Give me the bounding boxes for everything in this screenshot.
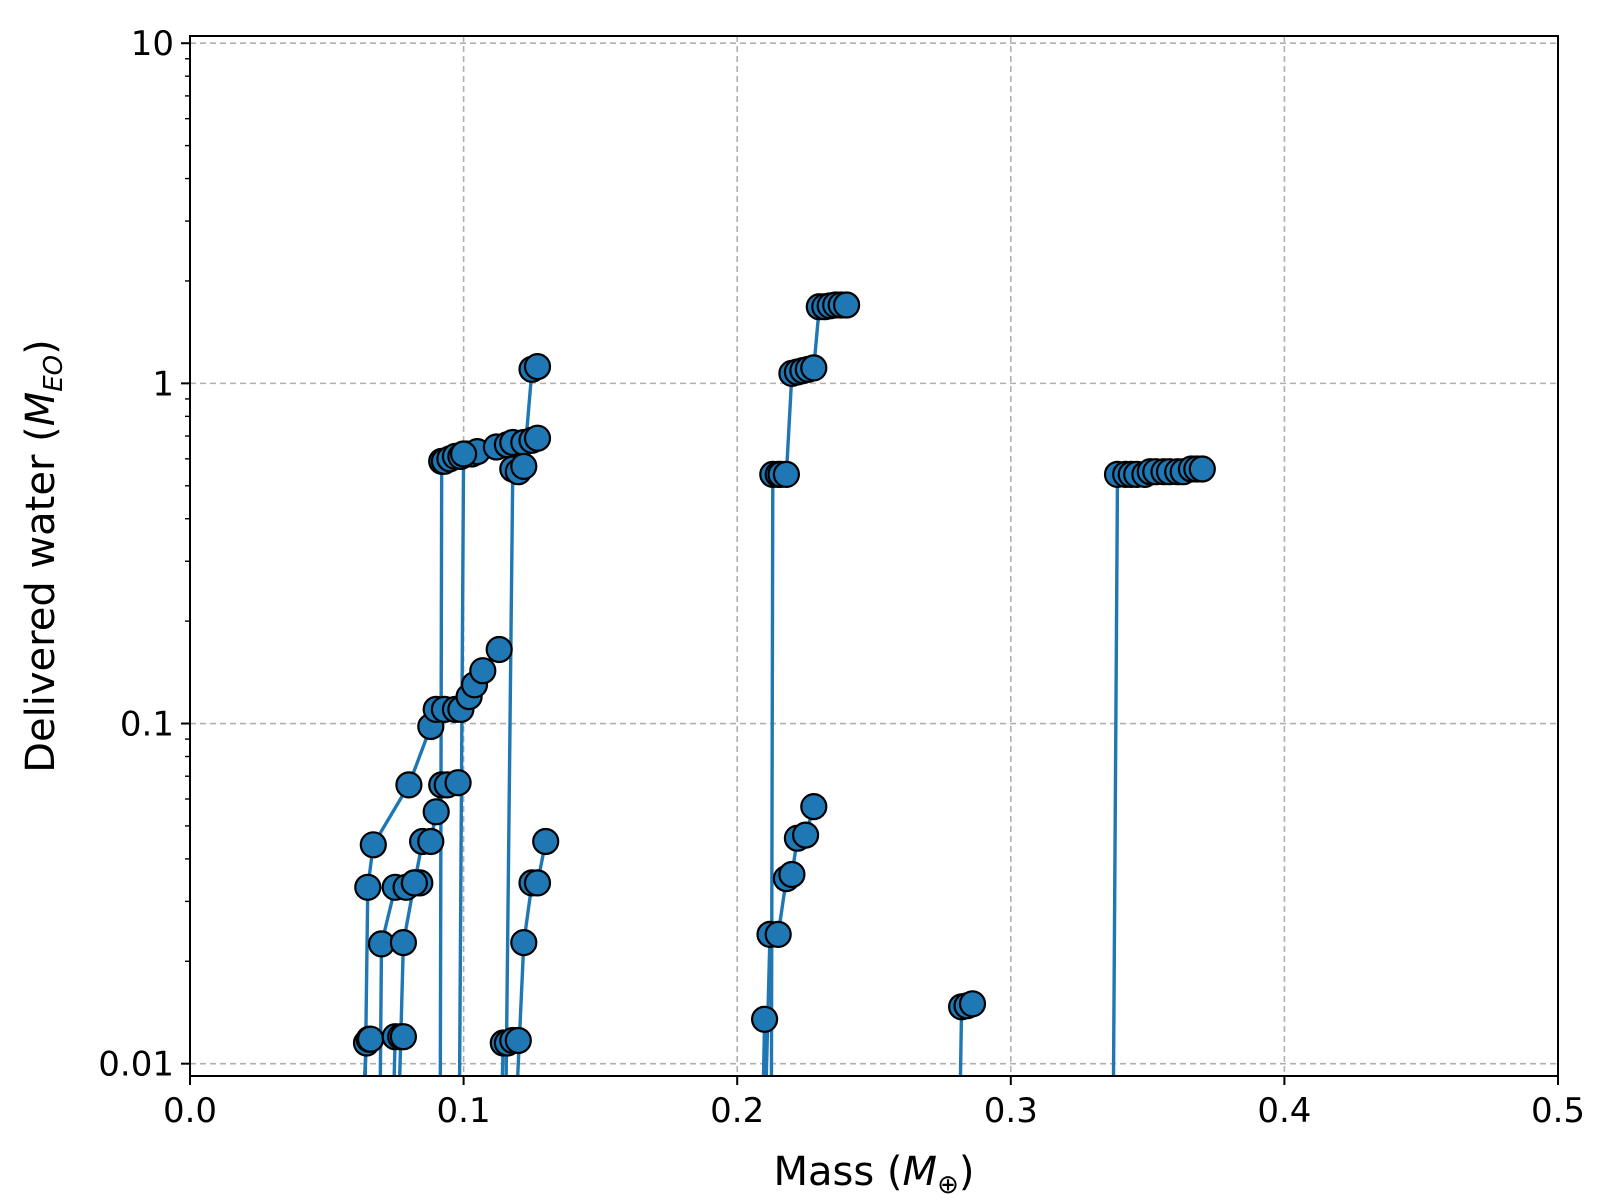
x-tick-label: 0.3 (984, 1091, 1038, 1131)
y-axis-title: Delivered water (MEO) (18, 339, 69, 773)
data-point (510, 928, 538, 957)
data-point (400, 869, 428, 897)
x-tick-label: 0.1 (437, 1091, 491, 1131)
data-point (389, 1023, 417, 1051)
x-axis-title: Mass (M⊕) (774, 1149, 975, 1200)
data-point (359, 831, 387, 859)
data-point (750, 1005, 779, 1033)
data-point (958, 990, 987, 1018)
data-point (800, 354, 828, 382)
plot-background (190, 36, 1558, 1076)
x-tick-label: 0.0 (163, 1091, 217, 1131)
x-tick-label: 0.4 (1257, 1091, 1311, 1131)
data-point (485, 635, 513, 664)
data-point (450, 440, 478, 468)
y-tick-label: 1 (152, 364, 174, 404)
x-axis-title-subscript: ⊕ (937, 1170, 959, 1200)
data-point (354, 873, 382, 901)
data-point (389, 928, 417, 957)
data-point (417, 827, 445, 856)
axis-ticks: 0.0 0.1 0.2 0.3 0.4 0.5 0.01 0.1 1 10 (98, 24, 1585, 1131)
data-point (800, 792, 828, 821)
data-point (523, 424, 552, 452)
y-tick-label: 0.1 (120, 705, 174, 745)
data-point (444, 769, 472, 797)
x-axis-title-text: Mass ( (774, 1149, 903, 1195)
data-point (510, 452, 538, 480)
data-point (791, 821, 820, 849)
y-tick-label: 0.01 (98, 1045, 174, 1085)
y-axis-title-subscript: EO (39, 355, 69, 392)
data-point (832, 291, 861, 319)
data-point (395, 771, 423, 799)
data-point (1188, 455, 1216, 483)
data-point (422, 798, 450, 826)
x-axis-title-end: ) (959, 1149, 975, 1195)
data-point (764, 920, 792, 949)
data-point (504, 1026, 532, 1055)
plot-frame (189, 35, 1559, 1077)
data-point (469, 657, 497, 685)
y-axis-title-end: ) (18, 339, 64, 355)
x-axis-title-symbol: M (903, 1149, 938, 1195)
y-axis-title-symbol: M (18, 392, 64, 427)
data-point (532, 827, 560, 856)
y-tick-label: 10 (131, 24, 174, 64)
y-axis-title-text: Delivered water ( (18, 426, 64, 772)
data-point (778, 860, 806, 889)
data-point (772, 460, 801, 488)
x-tick-label: 0.2 (710, 1091, 764, 1131)
series-group (352, 291, 1216, 1076)
x-tick-label: 0.5 (1531, 1091, 1585, 1131)
data-point (523, 869, 552, 897)
data-point (357, 1025, 385, 1053)
data-point (523, 353, 552, 381)
